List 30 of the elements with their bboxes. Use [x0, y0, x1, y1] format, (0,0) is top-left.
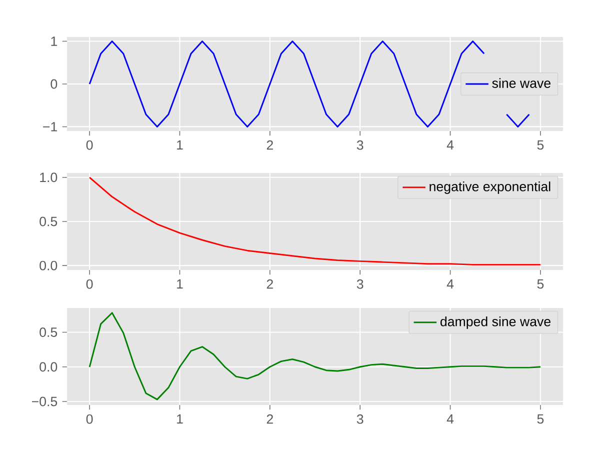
y-tick-label: −0.5 — [32, 396, 58, 406]
y-tick-label: −1 — [43, 122, 57, 132]
x-tick-label: 4 — [446, 140, 454, 150]
x-tick-label: 5 — [537, 140, 544, 150]
y-tick-label: 0.5 — [40, 328, 58, 337]
x-tick-label: 2 — [266, 140, 273, 150]
y-tick-label: 0.0 — [40, 260, 58, 270]
x-tick-label: 5 — [537, 279, 544, 289]
y-tick-label: 1.0 — [40, 172, 58, 182]
x-tick-label: 3 — [356, 279, 364, 289]
x-tick-label: 0 — [86, 279, 93, 289]
x-tick-label: 0 — [86, 140, 93, 150]
y-tick-label: 0.0 — [40, 362, 58, 372]
x-tick-label: 1 — [177, 140, 183, 150]
x-tick-label: 2 — [266, 279, 273, 289]
legend-label: negative exponential — [430, 182, 550, 194]
y-tick-label: 0 — [50, 79, 58, 89]
legend-label: sine wave — [492, 78, 550, 88]
x-tick-label: 2 — [266, 414, 273, 424]
x-tick-label: 1 — [177, 414, 183, 424]
x-tick-label: 4 — [446, 279, 454, 289]
x-tick-label: 1 — [177, 279, 183, 289]
x-tick-label: 3 — [356, 414, 364, 424]
x-tick-label: 0 — [86, 414, 93, 424]
y-tick-label: 1 — [51, 36, 57, 46]
x-tick-label: 5 — [537, 414, 544, 424]
x-tick-label: 4 — [446, 414, 454, 424]
x-tick-label: 3 — [356, 140, 364, 150]
legend-label: damped sine wave — [440, 316, 550, 329]
y-tick-label: 0.5 — [40, 216, 58, 226]
